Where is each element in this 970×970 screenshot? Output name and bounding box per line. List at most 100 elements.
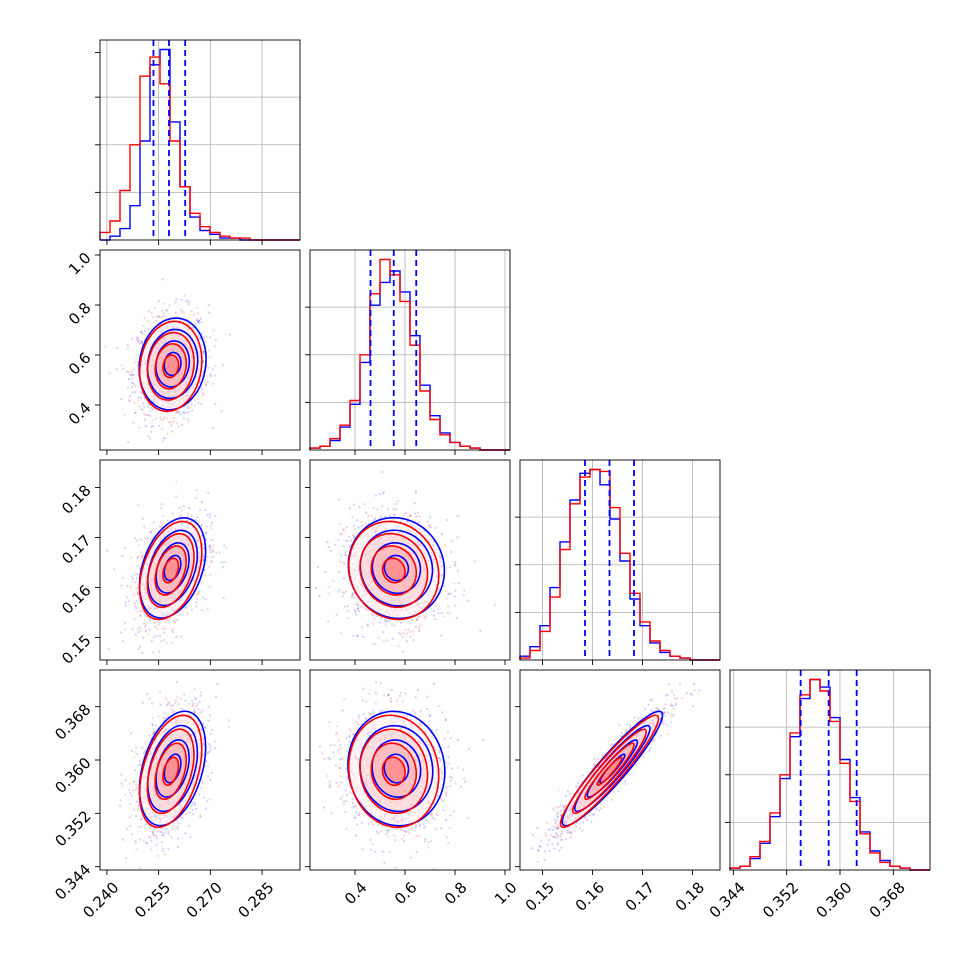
scatter-point (160, 525, 163, 529)
scatter-point (419, 615, 422, 618)
scatter-point (207, 303, 210, 306)
scatter-point (186, 515, 189, 518)
scatter-point (196, 306, 199, 309)
scatter-point (136, 610, 140, 613)
scatter-point (364, 522, 368, 526)
scatter-point (353, 609, 356, 612)
scatter-point (221, 363, 224, 366)
scatter-point (454, 589, 457, 592)
scatter-point (172, 416, 175, 420)
contour-red (359, 532, 429, 609)
scatter-point (139, 331, 143, 334)
scatter-point (214, 514, 217, 518)
scatter-point (137, 800, 140, 803)
scatter-point (130, 749, 133, 752)
scatter-point (184, 832, 187, 835)
scatter-point (372, 622, 375, 626)
scatter-point (178, 411, 181, 414)
scatter-point (193, 801, 197, 805)
contour-red (146, 532, 195, 609)
scatter-point (202, 336, 205, 339)
scatter-point (166, 701, 169, 704)
scatter-point (140, 556, 144, 559)
scatter-point (381, 470, 384, 474)
scatter-point (126, 347, 130, 350)
scatter-point (199, 815, 202, 819)
scatter-point (208, 565, 211, 568)
scatter-point (343, 592, 346, 595)
scatter-point (197, 322, 200, 325)
scatter-point (176, 519, 179, 522)
scatter-point (163, 314, 166, 317)
scatter-point (378, 621, 381, 625)
scatter-point (188, 301, 191, 304)
scatter-point (404, 628, 407, 631)
scatter-point (188, 811, 191, 814)
scatter-point (150, 839, 153, 842)
scatter-point (175, 681, 178, 684)
scatter-point (142, 408, 145, 411)
scatter-point (160, 523, 163, 526)
scatter-point (388, 620, 391, 623)
scatter-point (349, 539, 352, 542)
scatter-point (120, 398, 123, 401)
scatter-point (159, 691, 162, 694)
scatter-point (155, 315, 158, 318)
scatter-point (409, 514, 412, 517)
scatter-point (134, 411, 137, 414)
scatter-point (211, 538, 214, 542)
scatter-point (161, 847, 165, 850)
scatter-point (186, 407, 189, 410)
scatter-point (209, 745, 212, 748)
scatter-point (168, 704, 171, 707)
scatter-point (143, 412, 146, 415)
scatter-point (343, 605, 346, 608)
scatter-point (144, 624, 147, 627)
scatter-point (225, 547, 228, 550)
scatter-point (383, 491, 386, 494)
scatter-point (130, 370, 133, 373)
scatter-point (200, 387, 204, 390)
scatter-point (362, 635, 365, 638)
scatter-point (433, 618, 437, 621)
scatter-point (144, 537, 147, 540)
scatter-point (449, 550, 453, 554)
scatter-point (141, 553, 144, 556)
scatter-point (190, 520, 193, 524)
scatter-point (411, 630, 414, 633)
scatter-point (124, 793, 127, 796)
scatter-point (221, 566, 225, 569)
scatter-point (194, 322, 197, 325)
scatter-point (370, 514, 373, 518)
scatter-point (199, 728, 202, 731)
scatter-point (137, 555, 140, 558)
scatter-point (192, 702, 195, 705)
scatter-point (358, 506, 361, 509)
scatter-point (209, 551, 212, 554)
scatter-point (193, 404, 196, 407)
scatter-point (384, 619, 387, 622)
scatter-point (367, 514, 370, 518)
scatter-point (220, 410, 223, 413)
scatter-point (203, 352, 206, 355)
scatter-point (202, 350, 205, 353)
scatter-point (209, 516, 212, 519)
scatter-point (208, 545, 211, 548)
scatter-point (211, 555, 214, 559)
scatter-point (414, 625, 417, 628)
scatter-point (137, 504, 140, 507)
scatter-point (177, 822, 180, 825)
scatter-point (342, 528, 345, 531)
scatter-point (347, 579, 350, 582)
scatter-point (428, 524, 431, 527)
scatter-point (143, 525, 146, 528)
scatter-point (456, 569, 459, 573)
scatter-point (172, 631, 175, 634)
scatter-point (195, 807, 198, 811)
scatter-point (188, 410, 191, 413)
scatter-point (393, 624, 396, 627)
scatter-point (189, 667, 191, 669)
scatter-point (164, 621, 167, 624)
scatter-point (337, 539, 340, 542)
scatter-point (193, 803, 196, 807)
